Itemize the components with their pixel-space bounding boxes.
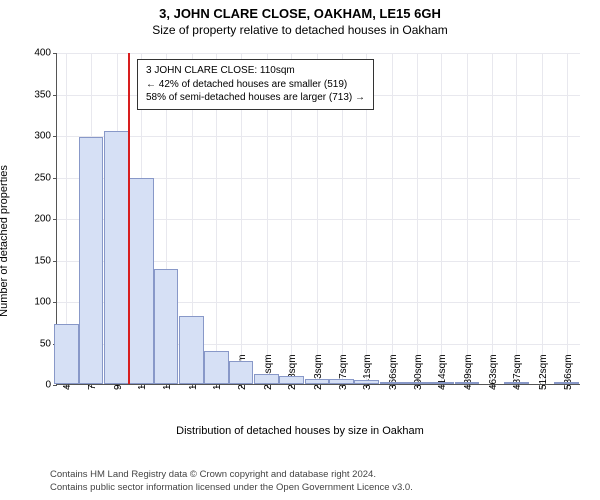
histogram-bar (129, 178, 154, 384)
histogram-bar (354, 380, 379, 384)
grid-line-v (542, 53, 543, 384)
histogram-bar (54, 324, 79, 384)
y-axis-label: Number of detached properties (0, 165, 10, 317)
histogram-bar (455, 382, 480, 384)
x-tick-label: 487sqm (512, 354, 523, 390)
x-tick-label: 536sqm (563, 354, 574, 390)
histogram-bar (104, 131, 129, 384)
x-axis-label: Distribution of detached houses by size … (0, 425, 600, 437)
histogram-bar (554, 382, 579, 384)
y-tick-label: 200 (34, 214, 57, 225)
x-tick-label: 341sqm (362, 354, 373, 390)
histogram-bar (204, 351, 229, 384)
histogram-bar (254, 374, 279, 384)
histogram-bar (179, 316, 204, 384)
x-tick-label: 390sqm (413, 354, 424, 390)
chart-title: 3, JOHN CLARE CLOSE, OAKHAM, LE15 6GH (0, 0, 600, 21)
histogram-bar (429, 382, 454, 384)
histogram-bar (279, 376, 304, 384)
grid-line-h (57, 53, 580, 54)
grid-line-v (441, 53, 442, 384)
grid-line-v (467, 53, 468, 384)
info-line-1: 3 JOHN CLARE CLOSE: 110sqm (146, 64, 365, 78)
histogram-bar (79, 137, 104, 384)
x-tick-label: 293sqm (313, 354, 324, 390)
chart-subtitle: Size of property relative to detached ho… (0, 21, 600, 41)
credits-line-1: Contains HM Land Registry data © Crown c… (50, 469, 590, 481)
credits: Contains HM Land Registry data © Crown c… (0, 465, 600, 500)
x-tick-label: 439sqm (463, 354, 474, 390)
x-tick-label: 463sqm (488, 354, 499, 390)
histogram-bar (305, 379, 330, 384)
x-tick-label: 512sqm (538, 354, 549, 390)
plot-area: 05010015020025030035040049sqm73sqm98sqm1… (56, 53, 580, 385)
chart-container: Number of detached properties 0501001502… (0, 41, 600, 441)
histogram-bar (154, 269, 179, 384)
y-tick-label: 400 (34, 48, 57, 59)
x-tick-label: 244sqm (263, 354, 274, 390)
marker-line (128, 53, 130, 384)
x-tick-label: 317sqm (338, 354, 349, 390)
credits-line-2: Contains public sector information licen… (50, 482, 590, 494)
y-tick-label: 100 (34, 297, 57, 308)
y-tick-label: 250 (34, 172, 57, 183)
grid-line-v (417, 53, 418, 384)
grid-line-v (392, 53, 393, 384)
histogram-bar (229, 361, 254, 384)
x-tick-label: 268sqm (287, 354, 298, 390)
x-tick-label: 414sqm (437, 354, 448, 390)
info-box: 3 JOHN CLARE CLOSE: 110sqm ← 42% of deta… (137, 59, 374, 110)
grid-line-v (567, 53, 568, 384)
grid-line-v (516, 53, 517, 384)
info-line-3: 58% of semi-detached houses are larger (… (146, 91, 365, 105)
grid-line-h (57, 136, 580, 137)
y-tick-label: 150 (34, 255, 57, 266)
histogram-bar (404, 382, 429, 384)
histogram-bar (504, 382, 529, 384)
grid-line-v (492, 53, 493, 384)
x-tick-label: 366sqm (388, 354, 399, 390)
y-tick-label: 350 (34, 89, 57, 100)
histogram-bar (380, 382, 405, 384)
y-tick-label: 300 (34, 131, 57, 142)
info-line-2: ← 42% of detached houses are smaller (51… (146, 78, 365, 92)
histogram-bar (329, 379, 354, 384)
